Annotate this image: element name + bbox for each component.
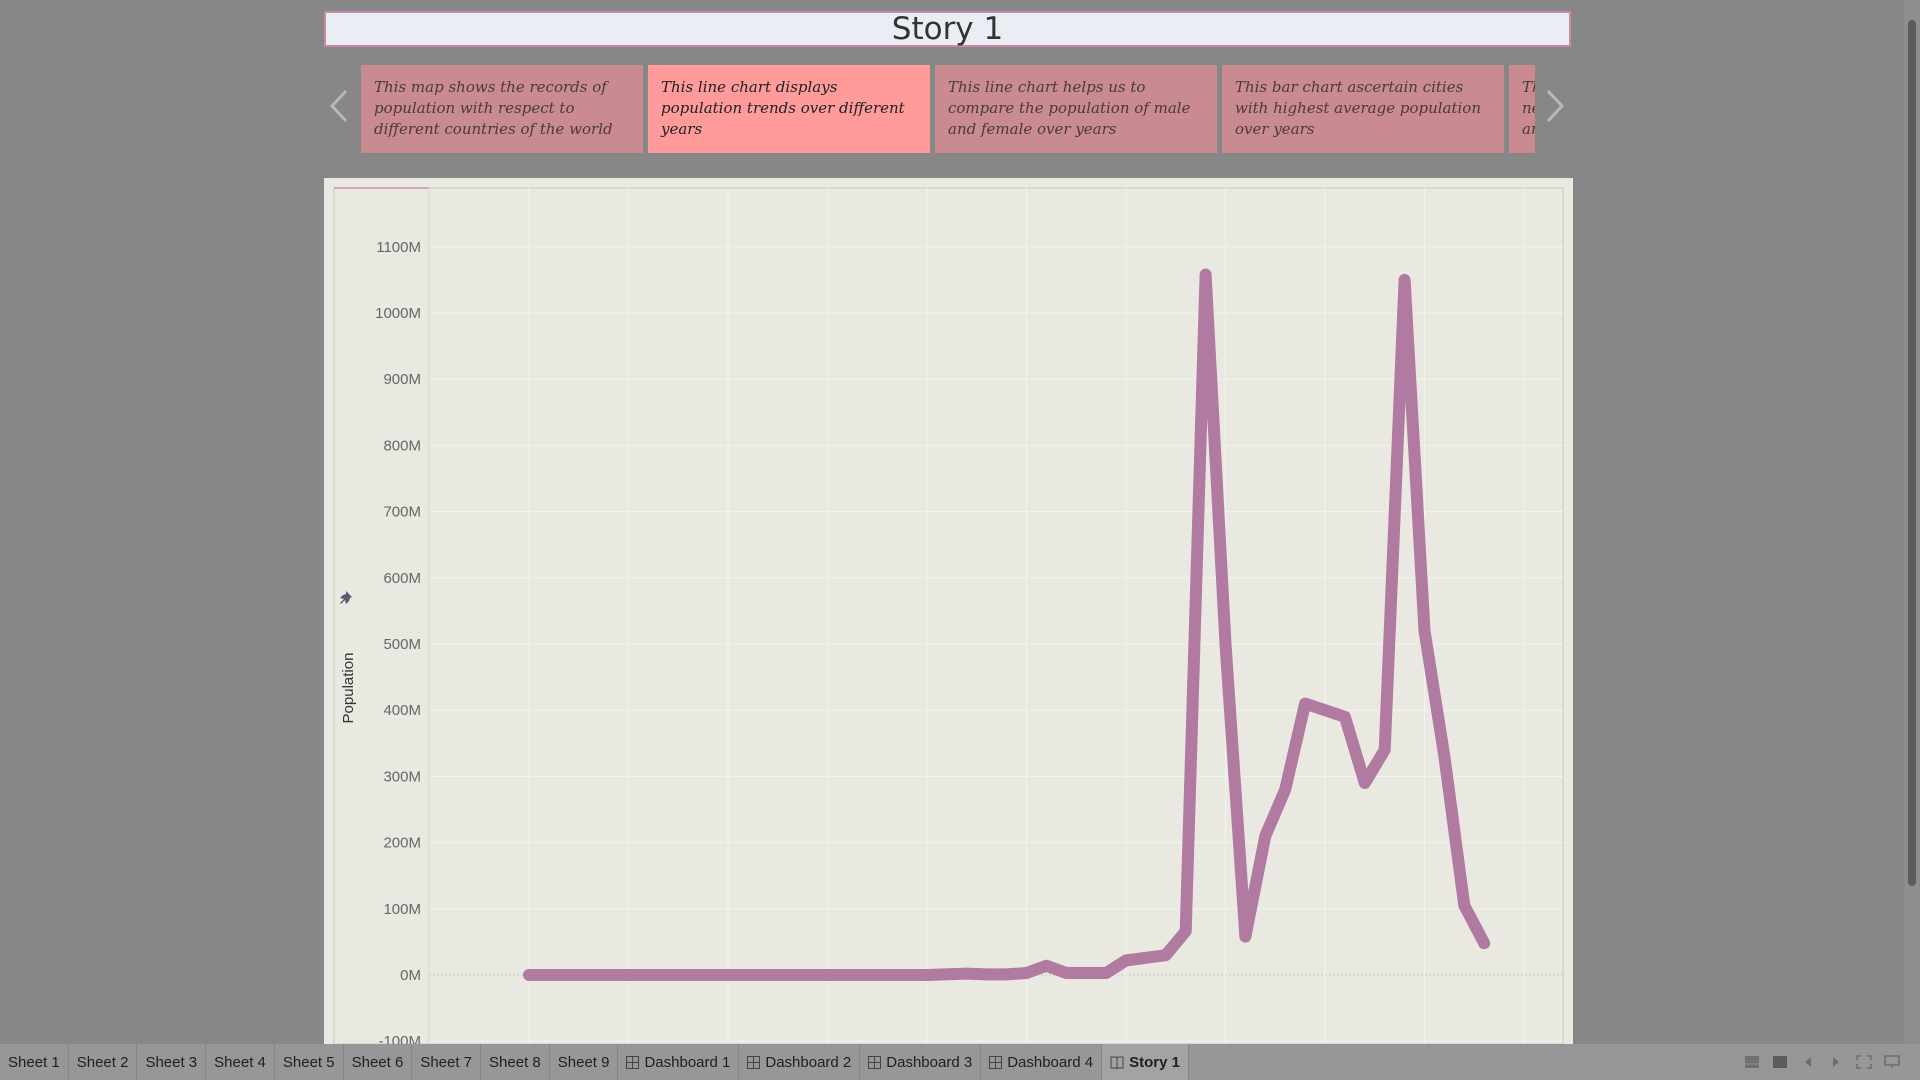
grid-lines	[428, 188, 1563, 1044]
vertical-scrollbar[interactable]	[1904, 0, 1920, 1044]
y-tick-label: 200M	[383, 835, 421, 852]
story-point-2[interactable]: This line chart displays population tren…	[648, 65, 930, 153]
y-tick-label: 800M	[383, 437, 421, 454]
tab-label: Story 1	[1129, 1053, 1180, 1071]
story-point-caption: This line chart displays population tren…	[661, 78, 905, 138]
tab-dashboard-1[interactable]: Dashboard 1	[618, 1044, 740, 1080]
tab-bar-tools	[1744, 1054, 1900, 1070]
tab-label: Dashboard 2	[765, 1053, 852, 1071]
tab-sheet-5[interactable]: Sheet 5	[275, 1044, 344, 1080]
tab-label: Sheet 6	[351, 1053, 404, 1071]
tab-label: Sheet 2	[76, 1053, 129, 1071]
chevron-left-icon	[329, 89, 349, 127]
y-tick-label: 300M	[383, 768, 421, 785]
tab-dashboard-3[interactable]: Dashboard 3	[860, 1044, 982, 1080]
y-tick-label: 1000M	[375, 305, 421, 322]
story-point-5[interactable]: Th... ne... an...	[1509, 65, 1535, 153]
story-point-caption: Th... ne... an...	[1522, 78, 1535, 138]
population-series-line-tail[interactable]	[1418, 624, 1491, 950]
tab-label: Dashboard 1	[644, 1053, 731, 1071]
y-tick-label: 900M	[383, 371, 421, 388]
y-tick-label: 700M	[383, 504, 421, 521]
story-next-button[interactable]	[1542, 86, 1568, 130]
dashboard-grid-icon	[626, 1055, 640, 1069]
tab-story-1[interactable]: Story 1	[1102, 1044, 1189, 1080]
y-tick-label: 600M	[383, 570, 421, 587]
tab-sheet-6[interactable]: Sheet 6	[344, 1044, 413, 1080]
dashboard-grid-icon	[868, 1055, 882, 1069]
y-tick-label: 500M	[383, 636, 421, 653]
tab-label: Sheet 7	[420, 1053, 473, 1071]
y-axis-ticks: -100M 0M 100M 200M 300M 400M 500M 600M 700M 800M 9…	[375, 239, 421, 1044]
tab-sheet-1[interactable]: Sheet 1	[0, 1044, 69, 1080]
tab-sheet-9[interactable]: Sheet 9	[550, 1044, 619, 1080]
chart-panel: -100M 0M 100M 200M 300M 400M 500M 600M 700M 800M 9…	[324, 178, 1573, 1044]
dashboard-grid-icon	[747, 1055, 761, 1069]
story-book-icon	[1110, 1056, 1124, 1069]
story-point-caption: This line chart helps us to compare the …	[948, 78, 1191, 138]
tab-next-icon[interactable]	[1828, 1054, 1844, 1070]
tab-label: Sheet 5	[282, 1053, 335, 1071]
tab-label: Sheet 3	[145, 1053, 198, 1071]
y-axis-title-group: Population	[340, 591, 357, 723]
plot-frame	[333, 187, 1564, 1044]
tab-sheet-7[interactable]: Sheet 7	[412, 1044, 482, 1080]
tab-sheet-8[interactable]: Sheet 8	[481, 1044, 550, 1080]
scrollbar-thumb[interactable]	[1908, 20, 1916, 886]
population-line-chart[interactable]: -100M 0M 100M 200M 300M 400M 500M 600M 700M 800M 9…	[324, 178, 1573, 1044]
tab-dashboard-2[interactable]: Dashboard 2	[739, 1044, 861, 1080]
sheet-tab-bar: Sheet 1 Sheet 2 Sheet 3 Sheet 4 Sheet 5 …	[0, 1044, 1920, 1080]
tab-dashboard-4[interactable]: Dashboard 4	[981, 1044, 1103, 1080]
series-lines	[523, 268, 1491, 981]
chevron-right-icon	[1545, 89, 1565, 127]
tab-sheet-4[interactable]: Sheet 4	[206, 1044, 275, 1080]
population-series-line[interactable]	[523, 268, 1431, 981]
show-sheet-icon[interactable]	[1772, 1054, 1788, 1070]
story-point-1[interactable]: This map shows the records of population…	[361, 65, 643, 153]
tab-label: Sheet 9	[557, 1053, 610, 1071]
story-title: Story 1	[324, 11, 1571, 47]
pin-icon[interactable]	[340, 591, 352, 604]
story-point-4[interactable]: This bar chart ascertain cities with hig…	[1222, 65, 1504, 153]
y-tick-label: 400M	[383, 702, 421, 719]
tab-label: Sheet 4	[214, 1053, 266, 1071]
fullscreen-icon[interactable]	[1856, 1054, 1872, 1070]
story-point-caption: This map shows the records of population…	[374, 78, 613, 138]
dashboard-grid-icon	[989, 1055, 1003, 1069]
y-tick-label: -100M	[378, 1033, 421, 1044]
tab-label: Dashboard 3	[886, 1053, 973, 1071]
tab-label: Sheet 8	[489, 1053, 541, 1071]
show-filmstrip-icon[interactable]	[1744, 1054, 1760, 1070]
story-navigator: This map shows the records of population…	[361, 65, 1535, 153]
y-axis-title: Population	[340, 653, 357, 724]
y-tick-label: 1100M	[376, 239, 421, 256]
y-tick-label: 0M	[400, 967, 421, 984]
tab-label: Dashboard 4	[1007, 1053, 1094, 1071]
tab-sheet-3[interactable]: Sheet 3	[137, 1044, 207, 1080]
presentation-icon[interactable]	[1884, 1054, 1900, 1070]
story-prev-button[interactable]	[326, 86, 352, 130]
y-tick-label: 100M	[383, 901, 421, 918]
tab-label: Sheet 1	[8, 1053, 60, 1071]
story-title-text: Story 1	[891, 11, 1004, 47]
story-point-caption: This bar chart ascertain cities with hig…	[1235, 78, 1481, 138]
tab-sheet-2[interactable]: Sheet 2	[69, 1044, 138, 1080]
tab-prev-icon[interactable]	[1800, 1054, 1816, 1070]
story-point-3[interactable]: This line chart helps us to compare the …	[935, 65, 1217, 153]
